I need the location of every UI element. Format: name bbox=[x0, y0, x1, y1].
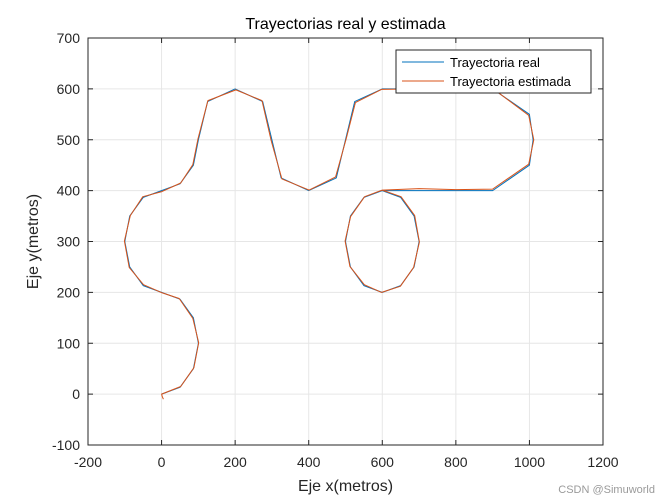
axis-ticks: -200 0 200 400 600 800 1000 1200 -100 0 100 200 300 4… bbox=[52, 30, 619, 470]
y-tick-label: 0 bbox=[72, 386, 80, 402]
y-tick-label: -100 bbox=[52, 437, 80, 453]
legend-box bbox=[395, 49, 592, 94]
chart-title: Trayectorias real y estimada bbox=[245, 16, 445, 33]
y-axis-label: Eje y(metros) bbox=[25, 194, 42, 289]
y-tick-label: 700 bbox=[57, 30, 81, 46]
x-tick-label: 1000 bbox=[514, 454, 545, 470]
legend-label-estimada: Trayectoria estimada bbox=[450, 74, 572, 89]
legend: Trayectoria real Trayectoria estimada bbox=[395, 49, 592, 94]
x-tick-label: 400 bbox=[297, 454, 321, 470]
x-tick-label: -200 bbox=[74, 454, 102, 470]
series-line-1 bbox=[123, 87, 535, 400]
y-tick-label: 300 bbox=[57, 234, 81, 250]
x-tick-label: 1200 bbox=[587, 454, 618, 470]
series-lines bbox=[123, 87, 535, 400]
y-tick-label: 500 bbox=[57, 132, 81, 148]
y-tick-label: 200 bbox=[57, 284, 81, 300]
watermark: CSDN @Simuworld bbox=[558, 484, 655, 496]
y-tick-label: 100 bbox=[57, 335, 81, 351]
legend-label-real: Trayectoria real bbox=[450, 55, 540, 70]
x-tick-label: 600 bbox=[371, 454, 395, 470]
x-tick-label: 0 bbox=[158, 454, 166, 470]
x-tick-label: 800 bbox=[444, 454, 468, 470]
y-tick-label: 600 bbox=[57, 81, 81, 97]
x-axis-label: Eje x(metros) bbox=[298, 478, 393, 495]
x-tick-label: 200 bbox=[223, 454, 247, 470]
y-tick-label: 400 bbox=[57, 183, 81, 199]
